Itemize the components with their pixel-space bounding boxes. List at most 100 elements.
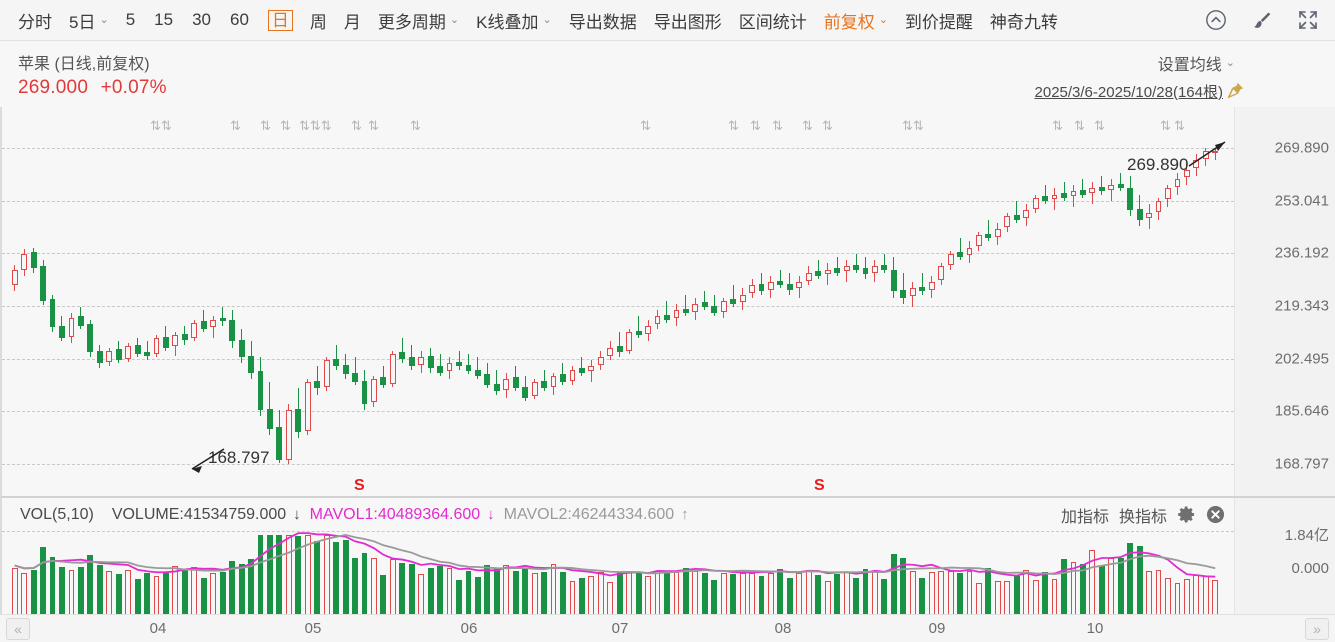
candlestick <box>210 316 217 339</box>
candle-body <box>853 264 859 270</box>
brush-icon[interactable] <box>1249 7 1275 33</box>
toolbar-item-3[interactable]: 15 <box>154 10 173 30</box>
candle-wick <box>1054 188 1056 211</box>
toolbar-item-4[interactable]: 30 <box>192 10 211 30</box>
close-circle-icon[interactable] <box>1206 505 1225 524</box>
price-plot-area[interactable]: ⇅⇅ ⇅ ⇅ ⇅ ⇅⇅⇅ ⇅ ⇅ ⇅ ⇅ ⇅ ⇅ ⇅ ⇅ ⇅ ⇅⇅ ⇅ ⇅ ⇅ ⇅ ⇅ S S 168.797 269.890 <box>2 107 1234 496</box>
candlestick <box>1183 163 1190 186</box>
candlestick <box>682 294 689 317</box>
toolbar-item-16[interactable]: 神奇九转 <box>990 8 1058 33</box>
candle-body <box>1089 188 1096 193</box>
candle-body <box>928 282 935 290</box>
volume-axis: 1.84亿 0.000 <box>1234 498 1335 616</box>
toolbar-item-2[interactable]: 5 <box>126 10 135 30</box>
candlestick <box>796 275 803 298</box>
candlestick <box>181 325 188 345</box>
chevron-down-icon: ⌄ <box>542 13 552 26</box>
candlestick <box>578 357 585 376</box>
candlestick <box>1136 194 1143 226</box>
event-marker: ⇅ <box>260 118 271 133</box>
candlestick <box>749 278 755 298</box>
candlestick <box>635 316 642 339</box>
candle-body <box>484 374 491 386</box>
volume-pane[interactable]: VOL(5,10) VOLUME:41534759.000 ↓ MAVOL1:4… <box>0 496 1335 616</box>
candle-wick <box>590 360 592 383</box>
candlestick <box>474 357 481 379</box>
candlestick <box>49 294 56 333</box>
toolbar-item-6[interactable]: 日 <box>267 9 293 31</box>
toolbar-item-10[interactable]: K线叠加 ⌄ <box>476 8 552 33</box>
candle-body <box>597 357 604 365</box>
candlestick <box>115 341 122 364</box>
event-marker: ⇅ <box>1094 118 1105 133</box>
candle-body <box>172 335 179 347</box>
candlestick <box>739 288 746 311</box>
candle-wick <box>212 316 214 339</box>
candle-body <box>68 318 75 337</box>
info-bar: 苹果 (日线,前复权) 269.000 +0.07% 设置均线 ⌄ 2025/3… <box>0 41 1335 107</box>
candle-body <box>862 267 869 275</box>
add-indicator-button[interactable]: 加指标 <box>1060 508 1109 526</box>
toolbar-item-9[interactable]: 更多周期 ⌄ <box>378 8 459 33</box>
volume-axis-tick-min: 0.000 <box>1291 560 1329 577</box>
toolbar-item-15[interactable]: 到价提醒 <box>905 8 973 33</box>
candle-body <box>59 325 65 339</box>
candle-body <box>210 319 217 328</box>
candle-body <box>664 314 670 320</box>
candlestick <box>928 275 935 298</box>
candle-body <box>456 361 462 367</box>
toolbar-item-8[interactable]: 月 <box>344 8 361 33</box>
toolbar-item-12[interactable]: 导出图形 <box>654 8 722 33</box>
candle-body <box>1004 216 1011 228</box>
change-indicator-button[interactable]: 换指标 <box>1118 508 1167 526</box>
candle-body <box>323 360 330 387</box>
toolbar-item-1[interactable]: 5日 ⌄ <box>69 8 109 33</box>
fullscreen-icon[interactable] <box>1295 7 1321 33</box>
scroll-right-button[interactable]: » <box>1305 618 1329 640</box>
event-marker: ⇅ <box>280 118 291 133</box>
candle-wick <box>1063 182 1065 201</box>
gear-icon[interactable] <box>1177 505 1196 524</box>
candle-wick <box>222 307 224 326</box>
candle-wick <box>921 272 923 295</box>
scroll-left-button[interactable]: « <box>6 618 30 640</box>
collapse-up-icon[interactable] <box>1203 7 1229 33</box>
candlestick <box>295 388 302 439</box>
volume-plot-area[interactable] <box>2 531 1234 616</box>
candlestick <box>1155 197 1162 220</box>
candle-body <box>654 316 661 325</box>
price-axis-tick: 253.041 <box>1274 192 1329 210</box>
candle-body <box>1042 196 1049 201</box>
toolbar-item-13[interactable]: 区间统计 <box>739 8 807 33</box>
candlestick <box>664 300 670 323</box>
candle-body <box>267 408 273 429</box>
date-range-label[interactable]: 2025/3/6-2025/10/28(164根) <box>1034 84 1223 101</box>
price-gridline <box>2 306 1234 307</box>
ma-settings-button[interactable]: 设置均线 ⌄ <box>1158 51 1235 75</box>
candle-body <box>1174 178 1181 187</box>
candlestick <box>389 350 396 387</box>
toolbar-item-5[interactable]: 60 <box>230 10 249 30</box>
candle-body <box>219 318 226 322</box>
toolbar-item-11[interactable]: 导出数据 <box>569 8 637 33</box>
candle-body <box>682 308 689 314</box>
candlestick <box>692 297 699 320</box>
toolbar-item-7[interactable]: 周 <box>310 8 327 33</box>
toolbar-item-0[interactable]: 分时 <box>18 8 52 33</box>
event-marker: ⇅ <box>728 118 739 133</box>
candle-body <box>342 364 349 375</box>
chevron-down-icon: ⌄ <box>99 13 109 26</box>
candle-body <box>843 266 850 272</box>
candlestick <box>77 307 84 329</box>
toolbar-item-label: 15 <box>154 10 174 29</box>
pin-icon[interactable] <box>1227 81 1245 99</box>
candle-wick <box>1044 185 1046 204</box>
toolbar-item-14[interactable]: 前复权 ⌄ <box>824 8 888 33</box>
candle-body <box>1136 208 1143 220</box>
candlestick <box>1051 188 1058 211</box>
candle-body <box>163 336 169 348</box>
candle-body <box>541 380 548 389</box>
price-chart-pane[interactable]: ⇅⇅ ⇅ ⇅ ⇅ ⇅⇅⇅ ⇅ ⇅ ⇅ ⇅ ⇅ ⇅ ⇅ ⇅ ⇅ ⇅⇅ ⇅ ⇅ ⇅ ⇅ ⇅ S S 168.797 269.890… <box>0 107 1335 496</box>
candlestick <box>1013 200 1020 223</box>
candlestick <box>1174 172 1181 195</box>
